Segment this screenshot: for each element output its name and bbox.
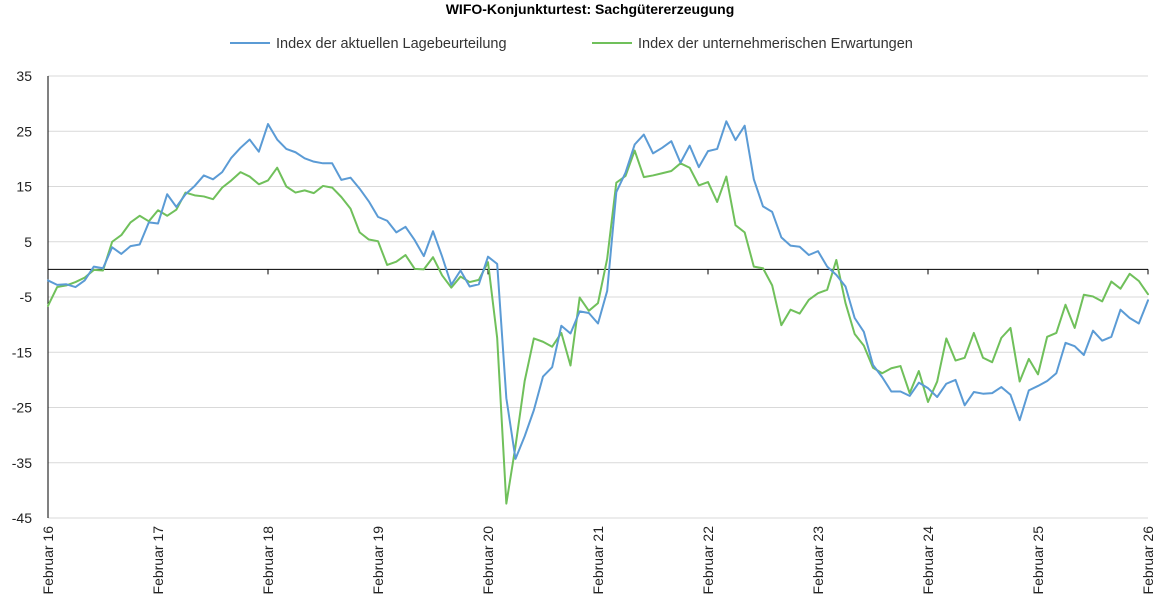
y-tick-label: 35 [16,68,32,84]
legend-label: Index der unternehmerischen Erwartungen [638,36,913,52]
y-tick-label: 25 [16,123,32,139]
y-tick-label: -15 [12,344,32,360]
series-group [47,120,1149,505]
x-tick-label: Februar 19 [370,526,386,595]
y-axis: 35 25 15 5 -5 -15 -25 -35 -45 [12,68,49,526]
x-axis: Februar 16 Februar 17 Februar 18 Februar 19… [40,268,1156,595]
x-tick-label: Februar 26 [1140,526,1156,595]
y-tick-label: -45 [12,510,32,526]
legend: Index der aktuellen Lagebeurteilung Index… [230,36,913,52]
y-tick-label: 15 [16,179,32,195]
y-tick-label: -35 [12,455,32,471]
y-tick-label: 5 [24,234,32,250]
x-tick-label: Februar 16 [40,526,56,595]
chart-title: WIFO-Konjunkturtest: Sachgütererzeugung [446,1,735,17]
x-tick-label: Februar 21 [590,526,606,595]
x-tick-label: Februar 18 [260,526,276,595]
legend-item: Index der unternehmerischen Erwartungen [592,36,913,52]
x-tick-label: Februar 23 [810,526,826,595]
series-line-1 [47,120,1149,460]
x-tick-label: Februar 24 [920,526,936,595]
gridlines [48,75,1148,519]
x-tick-label: Februar 22 [700,526,716,595]
legend-label: Index der aktuellen Lagebeurteilung [276,36,507,52]
x-tick-label: Februar 20 [480,526,496,595]
x-tick-label: Februar 17 [150,526,166,595]
y-tick-label: -5 [20,289,33,305]
y-tick-label: -25 [12,400,32,416]
legend-item: Index der aktuellen Lagebeurteilung [230,36,507,52]
x-tick-label: Februar 25 [1030,526,1046,595]
series-line-2 [47,149,1149,505]
